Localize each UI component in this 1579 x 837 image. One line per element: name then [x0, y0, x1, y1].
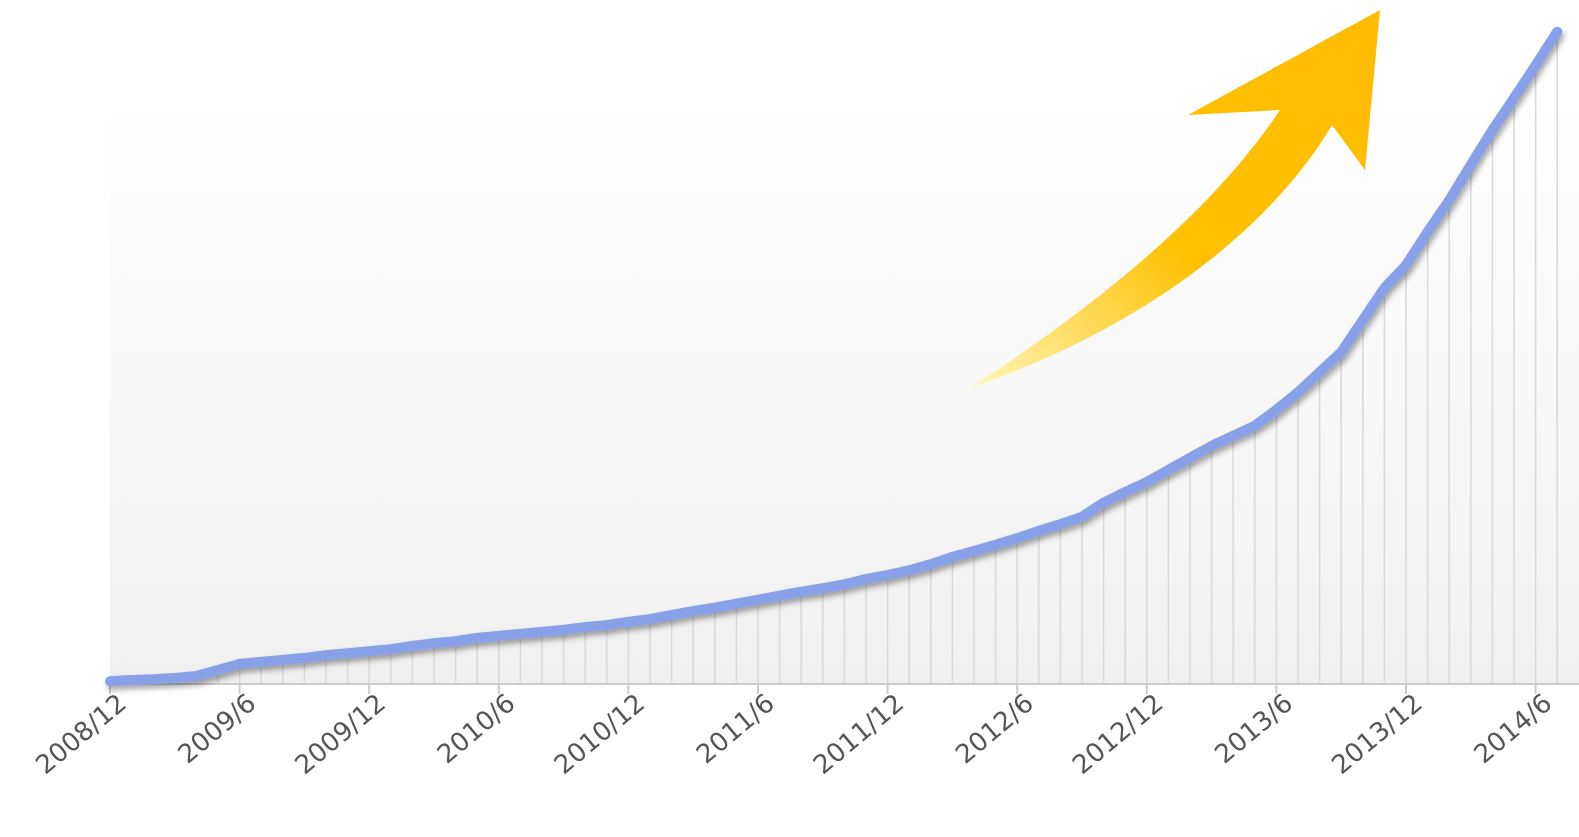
x-tick-label: 2010/6: [432, 688, 521, 770]
x-tick-label: 2008/12: [30, 688, 132, 780]
x-tick-label: 2012/12: [1067, 688, 1169, 780]
series: [105, 26, 1563, 687]
x-ticks: 2008/12 2009/6 2009/12 2010/6 2010/12 2011/6 2…: [30, 684, 1558, 781]
x-tick-label: 2011/12: [808, 688, 910, 780]
x-tick-label: 2010/12: [549, 688, 651, 780]
x-tick-label: 2014/6: [1469, 688, 1558, 770]
x-tick-label: 2011/6: [691, 688, 780, 770]
x-tick-label: 2013/6: [1210, 688, 1299, 770]
line: [105, 26, 1563, 687]
growth-arrow: [970, 10, 1380, 388]
grid: [109, 31, 1558, 684]
x-tick-label: 2012/6: [950, 688, 1039, 770]
x-tick-label: 2009/6: [173, 688, 262, 770]
x-tick-label: 2009/12: [290, 688, 392, 780]
x-tick-label: 2013/12: [1326, 688, 1428, 780]
